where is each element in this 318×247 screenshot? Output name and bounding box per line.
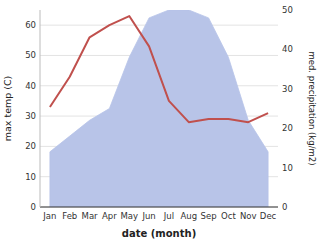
grid-line (40, 207, 278, 208)
y-axis-label: max temp (C) (2, 76, 13, 142)
x-tick-label: Mar (82, 211, 99, 221)
x-tick-label: Jul (163, 211, 174, 221)
axes: Jan Feb MarAprMayJun Jul Aug Sep Oct NovDec 0 10 2… (25, 5, 293, 221)
x-axis-line (40, 207, 278, 208)
y-tick-label: 40 (25, 81, 36, 91)
x-tick-label: Nov (240, 211, 257, 221)
y-tick-label: 30 (25, 111, 36, 121)
temperature-line (50, 16, 268, 122)
y2-axis-label: med. precipitation (kg/m2) (307, 51, 317, 165)
y2-tick-label: 40 (282, 44, 293, 54)
x-axis-label: date (month) (122, 228, 196, 239)
y2-tick-label: 20 (282, 123, 293, 133)
y2-tick-label: 10 (282, 163, 293, 173)
x-tick-label: May (120, 211, 138, 221)
marks (50, 10, 268, 207)
chart: Jan Feb MarAprMayJun Jul Aug Sep Oct NovDec 0 10 2… (0, 0, 318, 247)
y-axis-line (40, 10, 41, 207)
y2-tick-label: 30 (282, 84, 293, 94)
y2-tick-label: 50 (282, 5, 293, 15)
background (0, 0, 318, 247)
x-tick-label: Sep (201, 211, 217, 221)
y2-tick-label: 0 (282, 202, 287, 212)
x-tick-label: Apr (102, 211, 117, 221)
y-tick-label: 0 (31, 202, 36, 212)
x-tick-label: Jan (42, 211, 56, 221)
y-tick-label: 60 (25, 20, 36, 30)
y-tick-label: 20 (25, 141, 36, 151)
x-tick-label: Oct (221, 211, 236, 221)
y-tick-label: 10 (25, 172, 36, 182)
x-tick-label: Aug (180, 211, 197, 221)
y-tick-label: 50 (25, 50, 36, 60)
chart-container: Jan Feb MarAprMayJun Jul Aug Sep Oct NovDec 0 10 2… (0, 0, 318, 247)
x-tick-label: Jun (141, 211, 155, 221)
x-tick-label: Dec (260, 211, 277, 221)
precipitation-area (50, 10, 268, 207)
x-tick-label: Feb (62, 211, 77, 221)
